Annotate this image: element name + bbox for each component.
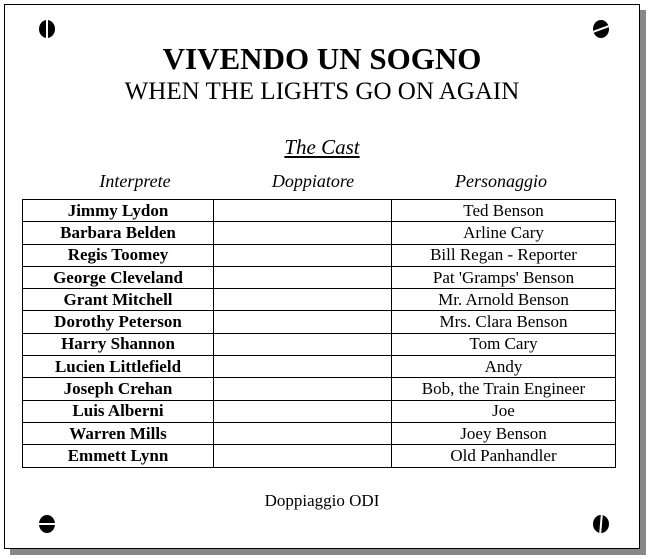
dubber-cell bbox=[213, 310, 392, 334]
screw-icon bbox=[593, 515, 609, 533]
dubber-cell bbox=[213, 377, 392, 401]
screw-icon bbox=[39, 515, 55, 533]
actor-cell: Joseph Crehan bbox=[22, 377, 214, 401]
character-cell: Mr. Arnold Benson bbox=[391, 288, 616, 312]
character-cell: Joey Benson bbox=[391, 421, 616, 446]
character-cell: Mrs. Clara Benson bbox=[391, 310, 616, 334]
actor-cell: Lucien Littlefield bbox=[22, 355, 214, 379]
dubber-cell bbox=[213, 421, 392, 446]
dubber-cell bbox=[213, 243, 392, 267]
actor-cell: Luis Alberni bbox=[22, 399, 214, 423]
dubber-cell bbox=[213, 355, 392, 379]
dubber-cell bbox=[213, 198, 392, 223]
table-row: Grant Mitchell Mr. Arnold Benson bbox=[22, 288, 616, 312]
actor-cell: Dorothy Peterson bbox=[22, 310, 214, 334]
character-cell: Tom Cary bbox=[391, 332, 616, 357]
actor-cell: Emmett Lynn bbox=[22, 444, 214, 468]
actor-cell: Barbara Belden bbox=[22, 221, 214, 245]
dubber-cell bbox=[213, 332, 392, 357]
table-row: Luis Alberni Joe bbox=[22, 399, 616, 423]
character-cell: Pat 'Gramps' Benson bbox=[391, 265, 616, 290]
character-cell: Arline Cary bbox=[391, 221, 616, 245]
table-row: Barbara Belden Arline Cary bbox=[22, 221, 616, 245]
table-row: George Cleveland Pat 'Gramps' Benson bbox=[22, 265, 616, 290]
table-row: Regis Toomey Bill Regan - Reporter bbox=[22, 243, 616, 267]
table-row: Jimmy Lydon Ted Benson bbox=[22, 198, 616, 223]
table-row: Joseph Crehan Bob, the Train Engineer bbox=[22, 377, 616, 401]
actor-cell: Regis Toomey bbox=[22, 243, 214, 267]
footer-credit: Doppiaggio ODI bbox=[264, 491, 380, 510]
table-row: Harry Shannon Tom Cary bbox=[22, 332, 616, 357]
actor-cell: Warren Mills bbox=[22, 421, 214, 446]
section-heading: The Cast bbox=[284, 135, 360, 159]
character-cell: Andy bbox=[391, 355, 616, 379]
dubber-cell bbox=[213, 399, 392, 423]
column-header-interprete: Interprete bbox=[99, 171, 171, 191]
actor-cell: Grant Mitchell bbox=[22, 288, 214, 312]
column-header-doppiatore: Doppiatore bbox=[271, 171, 355, 191]
actor-cell: Harry Shannon bbox=[22, 332, 214, 357]
dubber-cell bbox=[213, 444, 392, 468]
dubber-cell bbox=[213, 265, 392, 290]
table-row: Lucien Littlefield Andy bbox=[22, 355, 616, 379]
character-cell: Old Panhandler bbox=[391, 444, 616, 468]
cast-table: Jimmy Lydon Ted Benson Barbara Belden Arlin… bbox=[22, 198, 616, 468]
dubber-cell bbox=[213, 288, 392, 312]
character-cell: Bill Regan - Reporter bbox=[391, 243, 616, 267]
character-cell: Joe bbox=[391, 399, 616, 423]
character-cell: Bob, the Train Engineer bbox=[391, 377, 616, 401]
column-header-personaggio: Personaggio bbox=[455, 171, 547, 191]
film-title: VIVENDO UN SOGNO bbox=[162, 41, 482, 76]
dubber-cell bbox=[213, 221, 392, 245]
table-row: Emmett Lynn Old Panhandler bbox=[22, 444, 616, 468]
actor-cell: George Cleveland bbox=[22, 265, 214, 290]
table-row: Warren Mills Joey Benson bbox=[22, 421, 616, 446]
table-row: Dorothy Peterson Mrs. Clara Benson bbox=[22, 310, 616, 334]
cast-plaque: VIVENDO UN SOGNO WHEN THE LIGHTS GO ON A… bbox=[4, 4, 640, 549]
screw-icon bbox=[39, 20, 55, 38]
screw-icon bbox=[593, 20, 609, 38]
film-subtitle: WHEN THE LIGHTS GO ON AGAIN bbox=[124, 78, 520, 105]
character-cell: Ted Benson bbox=[391, 198, 616, 223]
actor-cell: Jimmy Lydon bbox=[22, 198, 214, 223]
